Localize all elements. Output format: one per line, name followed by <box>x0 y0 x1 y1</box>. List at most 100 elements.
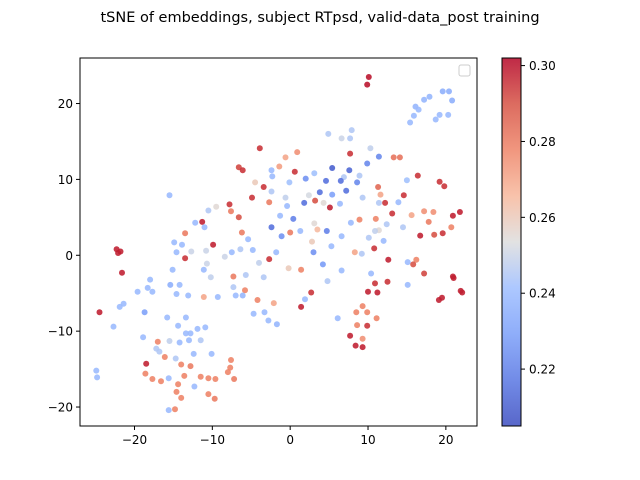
scatter-point <box>278 233 285 240</box>
scatter-point <box>161 354 168 360</box>
scatter-point <box>205 207 212 214</box>
scatter-point <box>211 395 218 402</box>
scatter-point <box>308 289 315 296</box>
colorbar-tick-label: 0.28 <box>529 135 556 149</box>
scatter-point <box>202 324 209 331</box>
scatter-point <box>237 246 244 253</box>
scatter-point <box>93 367 100 374</box>
scatter-point <box>188 248 195 255</box>
scatter-point <box>325 130 332 137</box>
scatter-point <box>439 294 445 301</box>
scatter-point <box>347 135 354 142</box>
scatter-point <box>268 224 275 231</box>
scatter-point <box>186 337 192 344</box>
scatter-point <box>375 199 382 206</box>
colorbar <box>502 58 521 426</box>
y-tick-label: 0 <box>65 249 73 263</box>
scatter-point <box>390 154 397 161</box>
scatter-point <box>201 224 208 231</box>
scatter-point <box>270 300 277 307</box>
scatter-point <box>403 177 410 184</box>
scatter-point <box>436 178 443 185</box>
scatter-point <box>203 247 210 254</box>
scatter-point <box>359 194 366 201</box>
scatter-point <box>346 167 353 174</box>
scatter-point <box>169 266 176 273</box>
scatter-point <box>207 274 214 281</box>
scatter-point <box>323 177 329 184</box>
scatter-point <box>239 167 246 174</box>
scatter-point <box>459 289 466 296</box>
scatter-point <box>182 230 189 237</box>
scatter-point <box>373 315 380 322</box>
scatter-point <box>242 272 249 278</box>
scatter-point <box>320 199 327 206</box>
scatter-point <box>228 208 234 215</box>
scatter-point <box>426 93 433 100</box>
scatter-point <box>221 253 228 260</box>
scatter-point <box>383 221 390 228</box>
scatter-point <box>119 269 125 276</box>
scatter-point <box>356 172 363 179</box>
scatter-point <box>354 322 361 329</box>
scatter-point <box>205 391 212 398</box>
scatter-point <box>348 127 355 134</box>
scatter-point <box>144 284 151 291</box>
scatter-point <box>301 199 308 206</box>
scatter-point <box>232 292 239 299</box>
scatter-point <box>182 255 189 262</box>
scatter-point <box>352 342 359 349</box>
scatter-point <box>213 203 220 210</box>
scatter-point <box>140 334 147 341</box>
scatter-point <box>147 276 154 283</box>
colorbar-tick-label: 0.30 <box>529 59 556 73</box>
scatter-point <box>256 145 263 152</box>
scatter-point <box>372 215 379 222</box>
scatter-point <box>425 218 432 225</box>
scatter-point <box>374 289 381 296</box>
scatter-point <box>249 194 255 201</box>
scatter-point <box>277 212 284 219</box>
scatter-point <box>191 383 198 390</box>
scatter-points <box>93 74 466 414</box>
scatter-point <box>337 177 344 184</box>
scatter-point <box>115 250 122 256</box>
scatter-point <box>375 184 382 190</box>
scatter-point <box>382 199 389 206</box>
scatter-point <box>194 325 201 332</box>
scatter-point <box>200 266 207 273</box>
scatter-point <box>181 372 188 379</box>
x-tick-label: −20 <box>122 433 147 447</box>
x-tick-label: −10 <box>200 433 225 447</box>
scatter-point <box>324 278 331 285</box>
scatter-point <box>228 249 235 256</box>
scatter-point <box>326 204 333 211</box>
scatter-point <box>134 288 141 295</box>
scatter-point <box>316 189 323 196</box>
scatter-point <box>417 232 424 239</box>
scatter-point <box>235 214 242 221</box>
scatter-point <box>334 315 341 322</box>
scatter-point <box>96 309 103 316</box>
scatter-point <box>400 192 407 199</box>
scatter-point <box>231 376 238 382</box>
scatter-point <box>432 116 439 123</box>
x-axis: −20 −10 0 10 20 <box>122 426 454 447</box>
scatter-point <box>359 303 366 310</box>
scatter-point <box>298 303 305 310</box>
scatter-point <box>287 229 294 236</box>
scatter-point <box>268 167 275 174</box>
scatter-point <box>284 203 291 209</box>
scatter-point <box>312 197 319 204</box>
scatter-point <box>439 230 446 237</box>
scatter-point <box>175 381 182 388</box>
x-tick-label: 20 <box>438 433 453 447</box>
scatter-point <box>227 364 234 371</box>
scatter-point <box>291 168 298 175</box>
scatter-point <box>173 291 180 297</box>
scatter-point <box>364 81 371 88</box>
scatter-point <box>351 249 358 256</box>
scatter-point <box>421 270 428 277</box>
scatter-point <box>364 160 371 167</box>
